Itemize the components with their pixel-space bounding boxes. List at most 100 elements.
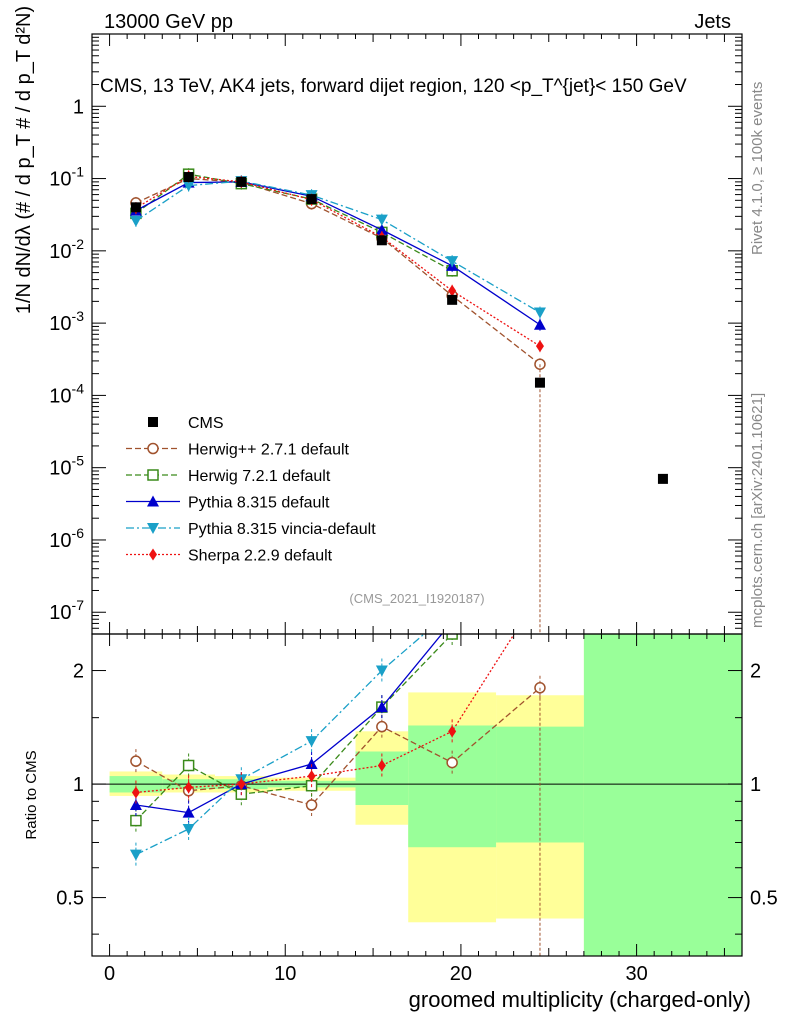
rivet-version-label: Rivet 4.1.0, ≥ 100k events: [749, 82, 766, 255]
x-tick-label: 0: [104, 963, 115, 985]
marker-vincia: [375, 214, 388, 226]
main-y-tick-exponent: -3: [72, 308, 85, 324]
legend-label-vincia: Pythia 8.315 vincia-default: [188, 521, 376, 538]
legend-marker-pythia: [147, 495, 159, 507]
ratio-marker-pythia: [129, 799, 142, 811]
ratio-marker-sherpa: [184, 781, 193, 794]
ratio-marker-herwigpp: [130, 755, 142, 767]
ratio-marker-pythia: [182, 806, 195, 818]
cms-point: [306, 194, 317, 205]
legend-marker-cms: [148, 417, 158, 427]
ratio-marker-pythia: [305, 758, 318, 770]
ratio-marker-herwig7: [130, 814, 142, 827]
ratio-band-inner: [583, 634, 742, 956]
legend-item-herwigpp: Herwig++ 2.7.1 default: [126, 442, 350, 459]
ratio-band-inner: [408, 725, 497, 848]
legend-item-herwig7: Herwig 7.2.1 default: [126, 468, 331, 485]
main-y-tick-label: 10-2: [49, 236, 84, 263]
main-frame: [91, 33, 743, 635]
x-axis-label: groomed multiplicity (charged-only): [409, 987, 751, 1012]
ratio-marker-sherpa: [377, 759, 386, 772]
series-line-pythia: [135, 181, 541, 326]
marker-sherpa: [448, 284, 457, 297]
ratio-marker-vincia: [182, 824, 195, 836]
x-tick-label: 20: [450, 963, 472, 985]
ratio-marker-pythia: [375, 701, 388, 713]
ratio-series-sherpa: [131, 634, 515, 805]
cms-point: [657, 473, 668, 484]
ratio-y-tick-label: 1: [73, 774, 84, 796]
legend-item-pythia: Pythia 8.315 default: [126, 495, 330, 512]
ratio-marker-pythia: [446, 615, 458, 626]
main-y-tick-exponent: -7: [72, 597, 85, 613]
ratio-marker-sherpa: [307, 770, 316, 783]
ratio-marker-vincia: [375, 665, 388, 677]
series-pythia: [129, 175, 546, 331]
ratio-frame: [91, 633, 743, 957]
marker-pythia: [375, 223, 388, 235]
main-y-tick-exponent: -2: [72, 236, 85, 252]
ratio-line-herwig7: [135, 634, 453, 822]
ratio-series-group: [92, 605, 742, 956]
ratio-marker-vincia: [129, 849, 142, 861]
legend-marker-vincia: [147, 523, 159, 534]
analysis-id: (CMS_2021_I1920187): [349, 591, 484, 606]
series-line-herwigpp: [135, 177, 541, 365]
ratio-uncertainty-bands: [109, 634, 742, 956]
ratio-line-vincia: [135, 634, 426, 856]
series-line-vincia: [135, 180, 541, 314]
marker-pythia: [533, 318, 546, 330]
process-label: Jets: [694, 11, 731, 33]
legend-label-cms: CMS: [188, 415, 224, 432]
ratio-marker-herwigpp: [376, 720, 388, 733]
main-y-tick-label: 10-6: [49, 525, 84, 552]
cms-point: [236, 176, 247, 187]
main-y-tick-exponent: -4: [72, 380, 85, 396]
series-line-sherpa: [135, 175, 541, 347]
ratio-marker-herwig7: [182, 759, 195, 772]
main-y-tick-label: 1: [73, 96, 84, 118]
x-tick-label: 30: [625, 963, 647, 985]
main-y-tick-label: 10-1: [49, 164, 84, 191]
ratio-marker-vincia: [446, 605, 458, 616]
ratio-y-tick-label: 0.5: [56, 888, 84, 910]
legend-item-cms: CMS: [148, 415, 224, 432]
ratio-marker-sherpa: [237, 778, 246, 791]
main-y-tick-label: 10-3: [49, 308, 84, 335]
ratio-y-tick-label-right: 0.5: [750, 888, 778, 910]
main-y-tick-label: 10-7: [49, 597, 84, 624]
marker-vincia: [182, 180, 195, 192]
series-line-herwig7: [135, 173, 453, 272]
ratio-ylabel: Ratio to CMS: [23, 750, 40, 839]
legend-marker-herwig7: [147, 469, 159, 481]
marker-vincia: [446, 256, 459, 268]
main-y-tick-label: 10-5: [49, 453, 84, 480]
main-y-tick-exponent: -6: [72, 525, 85, 541]
legend-item-sherpa: Sherpa 2.2.9 default: [126, 548, 333, 565]
ratio-line-pythia: [135, 634, 443, 814]
marker-vincia: [533, 307, 546, 319]
ratio-marker-sherpa: [131, 786, 140, 799]
ratio-y-tick-label-right: 1: [750, 774, 761, 796]
series-herwigpp: [130, 172, 546, 371]
ratio-y-tick-label-right: 2: [750, 661, 761, 683]
legend-label-pythia: Pythia 8.315 default: [188, 495, 330, 512]
x-tick-label: 10: [274, 963, 296, 985]
ratio-marker-herwigpp: [446, 756, 458, 769]
legend-marker-herwigpp: [147, 442, 159, 455]
legend-label-herwigpp: Herwig++ 2.7.1 default: [188, 442, 350, 459]
plot-title: CMS, 13 TeV, AK4 jets, forward dijet reg…: [100, 76, 687, 97]
cms-point: [447, 294, 458, 305]
cms-point: [130, 202, 141, 213]
main-y-tick-exponent: -5: [72, 453, 85, 469]
legend: CMS Herwig++ 2.7.1 default Herwig 7.2.1 de…: [126, 415, 376, 565]
cms-data-points: [130, 172, 668, 484]
marker-sherpa: [535, 340, 544, 353]
ratio-marker-vincia: [305, 736, 318, 748]
main-y-tick-exponent: -1: [72, 164, 85, 180]
source-label: mcplots.cern.ch [arXiv:2401.10621]: [749, 393, 766, 628]
series-vincia: [129, 175, 546, 319]
energy-label: 13000 GeV pp: [104, 11, 233, 33]
series-sherpa: [131, 170, 544, 353]
